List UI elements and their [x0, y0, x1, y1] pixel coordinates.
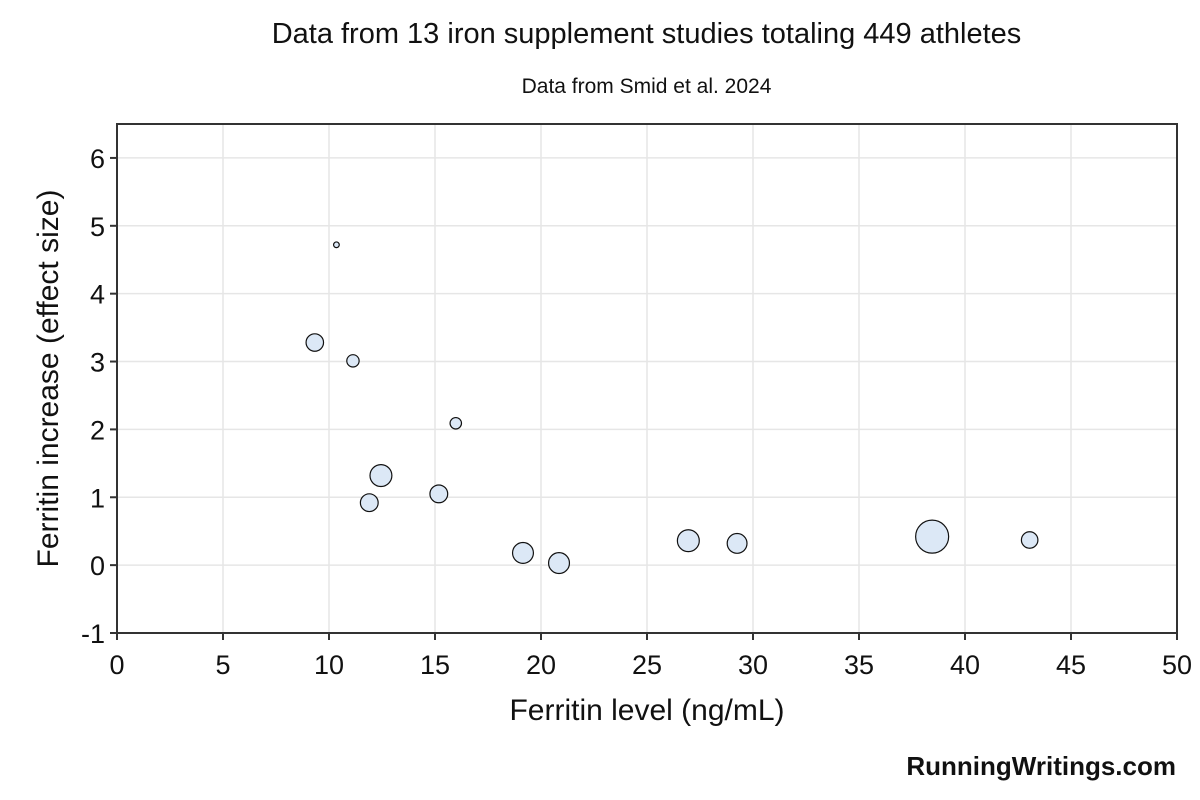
site-credit: RunningWritings.com [906, 751, 1176, 781]
data-point [359, 493, 379, 513]
y-tick-label: 6 [90, 144, 105, 174]
grid-lines [116, 124, 1178, 634]
data-point [305, 333, 325, 352]
y-tick-label: 1 [90, 483, 105, 513]
x-tick-label: 50 [1162, 650, 1192, 680]
chart-title: Data from 13 iron supplement studies tot… [271, 18, 1022, 50]
chart-subtitle: Data from Smid et al. 2024 [521, 75, 772, 98]
data-point [547, 552, 571, 575]
data-point [332, 241, 340, 249]
x-tick-label: 5 [215, 650, 230, 680]
data-points [305, 241, 1039, 575]
y-tick-label: 0 [90, 551, 105, 581]
data-point [369, 464, 393, 488]
data-point [1020, 531, 1039, 549]
data-point [429, 484, 449, 504]
data-point [449, 416, 463, 430]
y-tick-label: 5 [90, 212, 105, 242]
data-point [726, 532, 748, 554]
data-point [676, 529, 700, 553]
x-tick-label: 0 [109, 650, 124, 680]
x-tick-label: 20 [526, 650, 556, 680]
y-tick-label: 3 [90, 348, 105, 378]
x-tick-label: 25 [632, 650, 662, 680]
x-axis-label: Ferritin level (ng/mL) [509, 694, 784, 727]
x-tick-label: 35 [844, 650, 874, 680]
x-tick-label: 40 [950, 650, 980, 680]
x-tick-label: 30 [738, 650, 768, 680]
x-tick-label: 10 [314, 650, 344, 680]
data-point [346, 354, 360, 368]
y-tick-label: 2 [90, 415, 105, 445]
y-tick-label: 4 [90, 280, 105, 310]
x-tick-label: 15 [420, 650, 450, 680]
y-tick-label: -1 [81, 619, 105, 649]
data-point [915, 519, 950, 554]
x-tick-label: 45 [1056, 650, 1086, 680]
y-axis-label: Ferritin increase (effect size) [32, 190, 65, 568]
data-point [511, 541, 535, 564]
